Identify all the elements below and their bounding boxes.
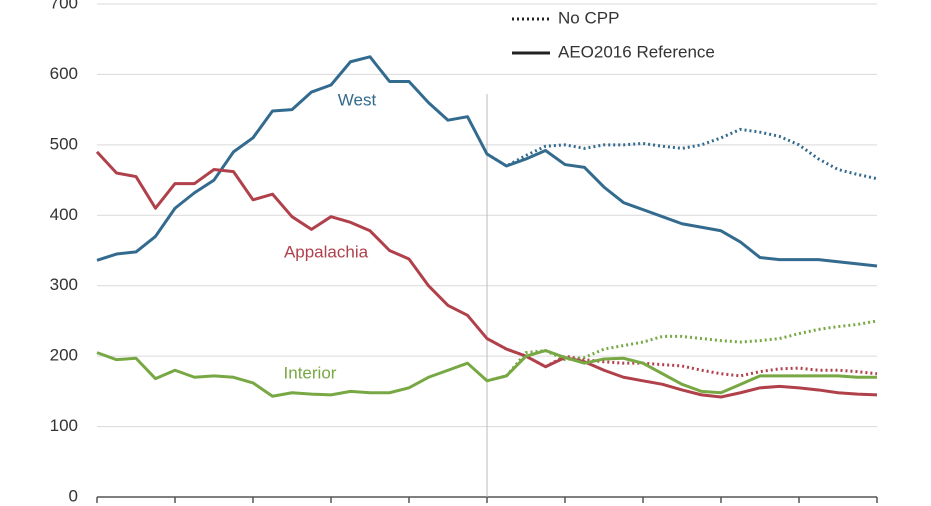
no-cpp-line — [486, 337, 878, 378]
reference-line — [96, 349, 877, 398]
y-tick-label: 200 — [50, 346, 78, 365]
series-label: Interior — [284, 363, 337, 382]
no-cpp-line — [486, 319, 878, 383]
legend-label: AEO2016 Reference — [558, 42, 715, 61]
reference-line — [95, 150, 878, 399]
series-label: West — [338, 90, 377, 109]
series-label: Appalachia — [284, 242, 369, 261]
y-tick-label: 300 — [50, 275, 78, 294]
y-tick-label: 600 — [50, 64, 78, 83]
y-tick-label: 500 — [50, 134, 78, 153]
legend-label: No CPP — [558, 8, 619, 27]
y-tick-label: 100 — [50, 416, 78, 435]
no-cpp-line — [486, 127, 878, 181]
y-tick-label: 700 — [50, 0, 78, 12]
y-tick-label: 400 — [50, 205, 78, 224]
reference-line — [96, 55, 878, 268]
y-tick-label: 0 — [69, 486, 78, 505]
